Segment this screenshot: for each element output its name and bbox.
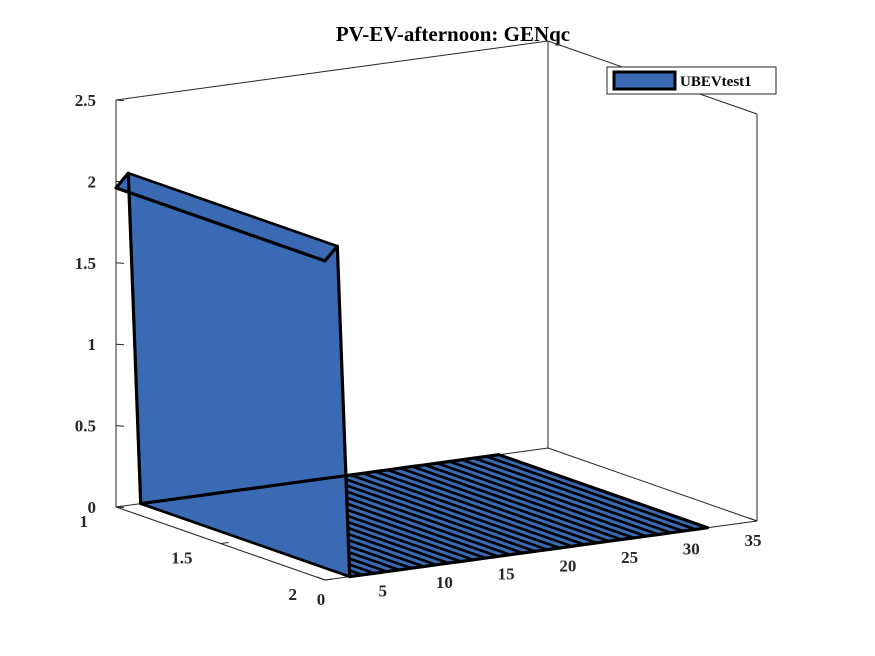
- y-tick-mark: [324, 578, 334, 581]
- x-tick-label: 5: [378, 582, 387, 601]
- z-tick-mark: [115, 343, 125, 346]
- z-tick-label: 1.5: [75, 254, 96, 273]
- z-tick-label: 0.5: [75, 417, 96, 436]
- x-tick-mark: [316, 576, 326, 581]
- x-tick-label: 15: [498, 565, 515, 584]
- legend: UBEVtest1: [606, 66, 777, 95]
- axis-box-line: [547, 447, 758, 522]
- x-tick-label: 35: [745, 531, 762, 550]
- z-tick-mark: [115, 262, 125, 264]
- chart-title: PV-EV-afternoon: GENqc: [336, 22, 570, 46]
- legend-swatch: [612, 70, 677, 91]
- y-tick-mark: [220, 542, 229, 544]
- x-tick-label: 0: [317, 590, 326, 609]
- surface-outline: [114, 171, 710, 579]
- x-tick-label: 25: [621, 548, 638, 567]
- z-tick-mark: [115, 99, 125, 102]
- series-layer: [114, 171, 710, 579]
- x-tick-mark: [748, 517, 758, 522]
- x-tick-label: 30: [683, 539, 700, 558]
- z-tick-mark: [115, 425, 125, 427]
- y-tick-mark: [115, 505, 125, 508]
- z-tick-label: 2: [88, 172, 97, 191]
- surface-patch: [127, 171, 352, 578]
- y-tick-label: 1.5: [171, 549, 192, 568]
- axis-box-line: [115, 40, 549, 101]
- z-tick-label: 0: [88, 498, 97, 517]
- z-tick-label: 2.5: [75, 91, 96, 110]
- z-axis: 0 0.5 1 1.5 2 2.5: [75, 91, 125, 517]
- x-tick-label: 10: [436, 573, 453, 592]
- x-tick-label: 20: [559, 556, 576, 575]
- z-tick-label: 1: [88, 335, 97, 354]
- y-tick-label: 1: [80, 512, 89, 531]
- legend-label: UBEVtest1: [680, 74, 752, 90]
- y-tick-label: 2: [289, 585, 298, 604]
- y-axis: 11.52: [80, 505, 334, 604]
